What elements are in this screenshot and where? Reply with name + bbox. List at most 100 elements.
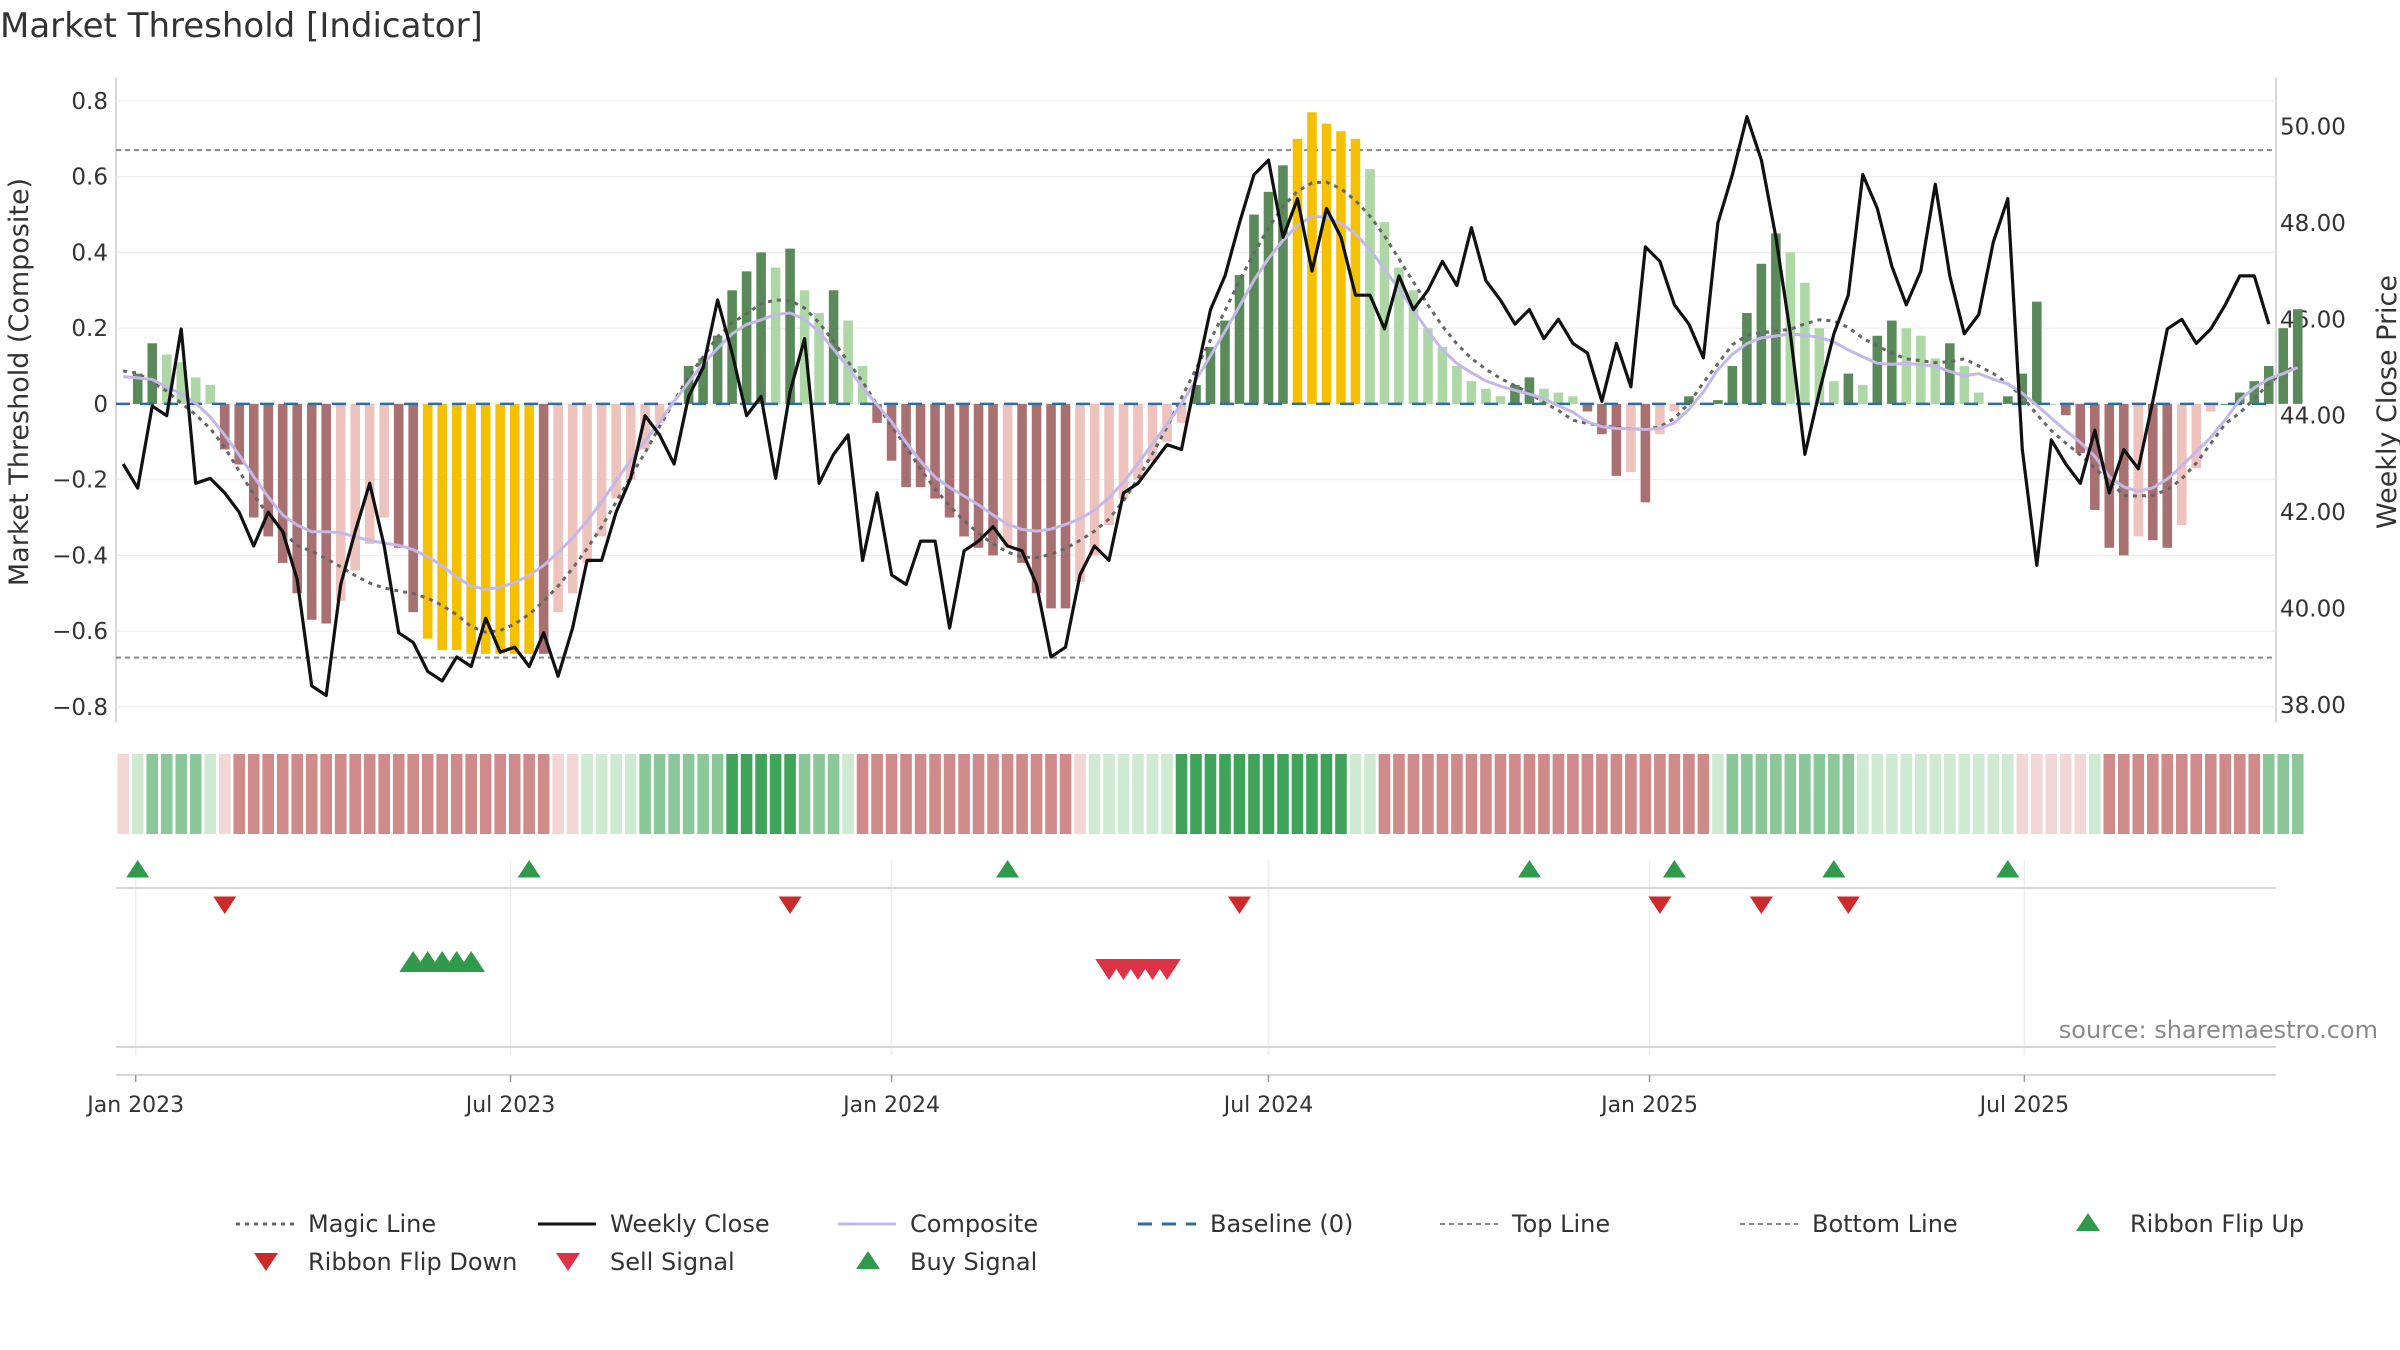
legend-item: Baseline (0) xyxy=(1138,1210,1353,1238)
ribbon-cell xyxy=(2002,754,2014,834)
ribbon-cell xyxy=(929,754,941,834)
composite-bar xyxy=(1031,403,1042,594)
composite-bar xyxy=(1742,313,1752,404)
ribbon-cell xyxy=(1190,754,1202,834)
x-tick-label: Jul 2023 xyxy=(464,1093,556,1118)
legend-item: Ribbon Flip Down xyxy=(254,1248,517,1276)
y-right-tick-label: 42.00 xyxy=(2280,500,2346,526)
ribbon-flip-up-marker xyxy=(1996,860,2020,878)
ribbon-flip-down-marker xyxy=(1836,896,1860,914)
composite-bar xyxy=(480,403,491,654)
ribbon-cell xyxy=(871,754,883,834)
ribbon-cell xyxy=(885,754,898,834)
composite-bar xyxy=(1568,396,1578,404)
ribbon-cell xyxy=(537,754,550,834)
legend-item: Sell Signal xyxy=(556,1248,735,1276)
ribbon-cell xyxy=(1958,754,1971,834)
composite-bar xyxy=(1220,320,1230,404)
ribbon-cell xyxy=(2161,754,2174,834)
ribbon-cell xyxy=(1175,754,1188,834)
composite-bar xyxy=(1089,403,1100,556)
ribbon-cell xyxy=(624,754,637,834)
legend-item: Ribbon Flip Up xyxy=(2076,1210,2304,1238)
composite-bar xyxy=(422,403,433,639)
ribbon-cell xyxy=(1045,754,1057,834)
composite-bar xyxy=(1379,222,1390,404)
composite-bar xyxy=(379,403,389,518)
composite-bar xyxy=(205,384,216,404)
composite-bar xyxy=(1655,403,1665,435)
legend-label: Baseline (0) xyxy=(1210,1210,1353,1238)
composite-bar xyxy=(190,377,201,404)
y-left-tick-label: 0 xyxy=(93,392,108,418)
legend-marker xyxy=(856,1251,880,1269)
ribbon-cell xyxy=(1973,754,1985,834)
ribbon-cell xyxy=(2103,754,2116,834)
composite-bar xyxy=(1017,403,1027,563)
ribbon-cell xyxy=(247,754,260,834)
composite-bar xyxy=(2162,403,2173,548)
ribbon-cell xyxy=(2016,754,2029,834)
composite-bar xyxy=(1336,131,1346,404)
composite-bar xyxy=(132,373,143,404)
ribbon-cell xyxy=(1900,754,1913,834)
magic-line xyxy=(122,180,2299,634)
composite-bar xyxy=(2119,403,2129,556)
composite-bar xyxy=(814,313,824,404)
ribbon-cell xyxy=(2060,754,2072,834)
ribbon-cell xyxy=(1407,754,1420,834)
composite-bar xyxy=(1974,392,1984,404)
composite-bar xyxy=(524,403,534,654)
composite-bar xyxy=(1133,403,1143,480)
ribbon-cell xyxy=(523,754,535,834)
ribbon-cell xyxy=(175,754,188,834)
legend-label: Composite xyxy=(910,1210,1038,1238)
ribbon-cell xyxy=(291,754,304,834)
ribbon-cell xyxy=(1103,754,1115,834)
ribbon-cell xyxy=(1277,754,1289,834)
composite-bar xyxy=(292,403,302,594)
ribbon-cell xyxy=(1059,754,1072,834)
composite-bar xyxy=(1611,403,1622,476)
x-tick-label: Jan 2025 xyxy=(1599,1093,1698,1118)
ribbon-cell xyxy=(1204,754,1217,834)
ribbon-cell xyxy=(1857,754,1869,834)
ribbon-cell xyxy=(1030,754,1043,834)
ribbon-cell xyxy=(436,754,448,834)
ribbon-cell xyxy=(943,754,956,834)
composite-bar xyxy=(1075,403,1085,582)
composite-bar xyxy=(1205,347,1216,404)
composite-bar xyxy=(1945,343,1955,404)
y-right-tick-label: 44.00 xyxy=(2280,404,2346,430)
ribbon-cell xyxy=(1842,754,1855,834)
composite-bar xyxy=(1147,403,1158,461)
ribbon-cell xyxy=(450,754,463,834)
composite-bar xyxy=(1408,290,1419,404)
ribbon-flip-up-marker xyxy=(1822,860,1846,878)
ribbon-flip-up-marker xyxy=(1662,860,1686,878)
right-axis-label: Weekly Close Price xyxy=(2372,275,2400,529)
composite-bar xyxy=(1843,373,1854,404)
ribbon-cell xyxy=(711,754,724,834)
composite-bar xyxy=(959,403,969,537)
composite-bar xyxy=(335,403,346,601)
ribbon-cell xyxy=(1233,754,1246,834)
ribbon-cell xyxy=(1755,754,1768,834)
composite-bar xyxy=(393,403,404,548)
ribbon-cell xyxy=(1929,754,1942,834)
ribbon-cell xyxy=(842,754,854,834)
ribbon-cell xyxy=(117,754,130,834)
composite-bar xyxy=(1060,403,1071,609)
ribbon-cell xyxy=(146,754,159,834)
ribbon-flip-up-marker xyxy=(517,860,541,878)
ribbon-cell xyxy=(914,754,927,834)
ribbon-cell xyxy=(1364,754,1376,834)
ribbon-cell xyxy=(479,754,492,834)
ribbon-cell xyxy=(1770,754,1782,834)
ribbon-cell xyxy=(1262,754,1275,834)
composite-bar xyxy=(596,403,607,537)
composite-bar xyxy=(2003,396,2013,404)
ribbon-cell xyxy=(204,754,217,834)
composite-bar xyxy=(2249,381,2260,404)
ribbon-cell xyxy=(2190,754,2203,834)
